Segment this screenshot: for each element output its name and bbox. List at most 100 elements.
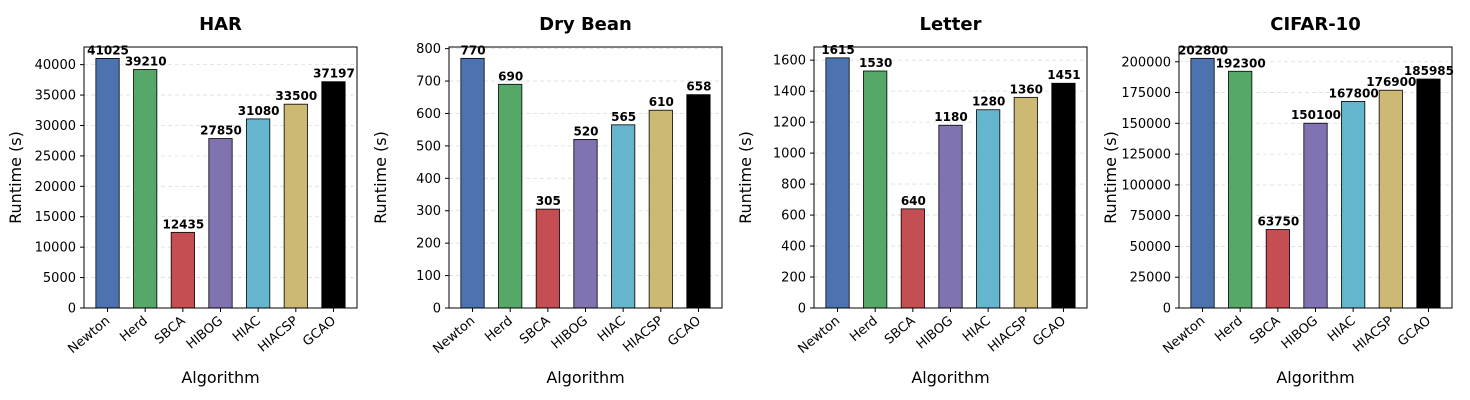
x-tick-label: Herd [482, 314, 516, 346]
y-tick-label: 40000 [35, 58, 76, 73]
bar-value-label: 1180 [934, 110, 967, 124]
chart-title: CIFAR-10 [1270, 14, 1360, 35]
bar-hiacsp [283, 103, 308, 309]
bar-value-label: 770 [461, 43, 486, 57]
bar-value-label: 27850 [200, 124, 242, 138]
y-tick-label: 0 [68, 302, 76, 317]
y-axis-label: Runtime (s) [371, 131, 390, 224]
y-tick-label: 1400 [773, 85, 806, 100]
bar-newton [95, 58, 120, 309]
bar-value-label: 1280 [972, 95, 1005, 109]
bar-herd [1228, 70, 1253, 309]
bar-hibog [573, 139, 598, 309]
x-axis-label: Algorithm [911, 368, 989, 387]
bar-value-label: 185985 [1404, 64, 1454, 78]
y-tick-label: 25000 [1130, 271, 1171, 286]
x-tick-label: HIACSP [985, 313, 1031, 355]
y-tick-label: 100000 [1121, 178, 1171, 193]
y-tick-label: 300 [416, 204, 441, 219]
bar-gcao [686, 94, 711, 309]
y-tick-label: 1600 [773, 54, 806, 69]
y-tick-label: 200 [781, 271, 806, 286]
bar-value-label: 610 [649, 95, 674, 109]
x-axis-label: Algorithm [1276, 368, 1354, 387]
x-tick-label: Newton [1160, 314, 1208, 357]
chart-panel-letter: 0 200 400 600 800 1000 1200 1400 1600 1615 Newton 1… [736, 14, 1088, 387]
y-tick-label: 20000 [35, 180, 76, 195]
bar-value-label: 658 [686, 80, 711, 94]
axes-frame [83, 46, 358, 309]
y-tick-label: 1200 [773, 116, 806, 131]
y-tick-label: 150000 [1121, 117, 1171, 132]
y-tick-label: 30000 [35, 119, 76, 134]
x-tick-label: Herd [117, 314, 151, 346]
bar-value-label: 12435 [162, 217, 204, 231]
y-tick-label: 0 [1163, 302, 1171, 317]
bar-value-label: 1530 [859, 56, 892, 70]
bar-value-label: 176900 [1366, 75, 1416, 89]
x-tick-label: GCAO [300, 314, 339, 350]
bar-value-label: 37197 [313, 67, 355, 81]
y-tick-label: 500 [416, 139, 441, 154]
y-tick-label: 100 [416, 269, 441, 284]
bar-value-label: 39210 [125, 54, 167, 68]
bar-value-label: 1615 [821, 43, 854, 57]
bar-value-label: 305 [536, 194, 561, 208]
bar-value-label: 63750 [1257, 215, 1299, 229]
bar-hibog [938, 124, 963, 309]
bar-value-label: 1360 [1010, 82, 1043, 96]
bar-hibog [1303, 122, 1328, 309]
bar-hibog [208, 138, 233, 309]
bar-hiac [611, 124, 636, 309]
axes-frame [813, 46, 1088, 309]
bar-value-label: 520 [573, 124, 598, 138]
y-tick-label: 25000 [35, 149, 76, 164]
bar-sbca [1265, 229, 1290, 309]
y-tick-label: 200000 [1121, 55, 1171, 70]
x-tick-label: HIBOG [1279, 314, 1321, 353]
x-tick-label: HIBOG [914, 314, 956, 353]
bar-value-label: 640 [901, 194, 926, 208]
chart-panel-har: 0 5000 10000 15000 20000 25000 30000 35000 40000… [6, 14, 358, 387]
bar-sbca [170, 231, 195, 309]
y-tick-label: 75000 [1130, 209, 1171, 224]
bar-hiacsp [648, 109, 673, 309]
x-tick-label: Herd [847, 314, 881, 346]
bar-herd [498, 83, 523, 309]
bar-value-label: 41025 [87, 43, 129, 57]
y-tick-label: 125000 [1121, 148, 1171, 163]
x-tick-label: Herd [1212, 314, 1246, 346]
chart-title: Dry Bean [539, 14, 632, 35]
chart-title: HAR [199, 14, 242, 35]
x-tick-label: SBCA [152, 314, 188, 348]
x-tick-label: HIACSP [255, 313, 301, 355]
bar-herd [863, 70, 888, 309]
bar-value-label: 31080 [238, 104, 280, 118]
bar-hiac [1341, 101, 1366, 309]
bar-value-label: 33500 [275, 89, 317, 103]
y-tick-label: 600 [781, 209, 806, 224]
x-tick-label: Newton [430, 314, 478, 357]
x-tick-label: HIACSP [620, 313, 666, 355]
y-tick-label: 15000 [35, 210, 76, 225]
bar-value-label: 565 [611, 110, 636, 124]
bar-value-label: 202800 [1178, 43, 1228, 57]
bar-newton [825, 57, 850, 309]
bar-newton [460, 57, 485, 309]
bar-hiacsp [1013, 96, 1038, 309]
bar-newton [1190, 57, 1215, 309]
y-tick-label: 700 [416, 75, 441, 90]
y-tick-label: 0 [433, 302, 441, 317]
bar-value-label: 690 [498, 69, 523, 83]
x-tick-label: HIACSP [1350, 313, 1396, 355]
x-tick-label: GCAO [1030, 314, 1069, 350]
y-tick-label: 5000 [43, 271, 76, 286]
axes-frame [448, 46, 723, 309]
y-tick-label: 800 [781, 178, 806, 193]
y-tick-label: 10000 [35, 241, 76, 256]
y-tick-label: 200 [416, 237, 441, 252]
bar-value-label: 192300 [1216, 56, 1266, 70]
x-tick-label: GCAO [1395, 314, 1434, 350]
x-tick-label: SBCA [1247, 314, 1283, 348]
